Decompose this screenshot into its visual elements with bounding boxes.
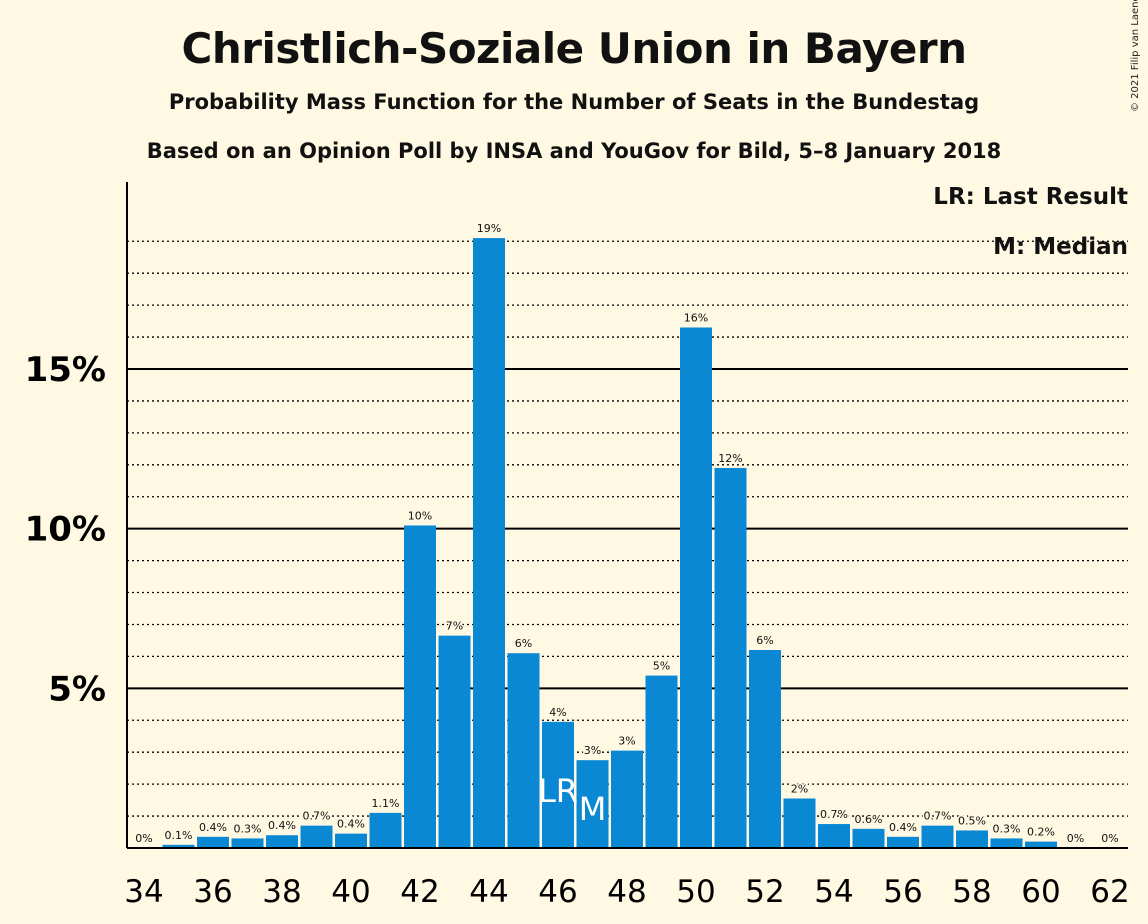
- bar: [921, 825, 954, 848]
- chart-subtitle: Probability Mass Function for the Number…: [168, 90, 980, 114]
- bar-data-label: 0.7%: [820, 808, 848, 821]
- x-tick-label: 36: [193, 874, 232, 910]
- bar-data-label: 3%: [618, 735, 635, 748]
- chart-source-line: Based on an Opinion Poll by INSA and You…: [146, 139, 1002, 163]
- bar-data-label: 6%: [756, 634, 773, 647]
- bar: [507, 653, 540, 848]
- bar-data-label: 10%: [408, 509, 432, 522]
- bar: [818, 824, 850, 848]
- x-tick-label: 40: [331, 874, 370, 910]
- bar-data-label: 7%: [446, 620, 463, 633]
- bar-data-label: 0.4%: [199, 821, 227, 834]
- y-tick-label: 15%: [25, 350, 106, 390]
- x-tick-label: 34: [124, 874, 163, 910]
- legend-median: M: Median: [993, 234, 1128, 260]
- bar-data-label: 0.4%: [889, 821, 917, 834]
- bar-data-label: 12%: [718, 452, 742, 465]
- bar: [266, 835, 298, 848]
- bar: [852, 828, 885, 848]
- bar: [300, 825, 333, 848]
- bar-data-label: 3%: [584, 744, 601, 757]
- median-marker: M: [579, 790, 607, 828]
- bar: [404, 525, 436, 848]
- bar-data-label: 0.3%: [993, 822, 1021, 835]
- bar-data-label: 16%: [684, 311, 708, 324]
- bar: [438, 635, 471, 848]
- x-tick-label: 50: [676, 874, 715, 910]
- bar-data-label: 2%: [791, 783, 808, 796]
- legend-last-result: LR: Last Result: [933, 184, 1128, 210]
- x-tick-label: 48: [607, 874, 646, 910]
- bar-data-label: 4%: [549, 706, 566, 719]
- bar: [473, 238, 505, 848]
- bar: [645, 675, 678, 848]
- bar: [990, 838, 1023, 848]
- bar: [542, 721, 574, 848]
- x-tick-label: 46: [538, 874, 577, 910]
- bar-data-label: 0.4%: [268, 819, 296, 832]
- bar: [231, 838, 264, 848]
- bar: [680, 327, 712, 848]
- bar-data-label: 1.1%: [372, 797, 400, 810]
- x-tick-label: 60: [1021, 874, 1060, 910]
- bar-data-label: 0%: [1067, 832, 1084, 845]
- bar-data-label: 5%: [653, 660, 670, 673]
- last-result-marker: LR: [538, 772, 578, 810]
- bar-data-label: 0.2%: [1027, 826, 1055, 839]
- bar: [162, 844, 195, 848]
- bar: [197, 836, 229, 848]
- bar: [783, 798, 816, 848]
- bar: [335, 833, 367, 848]
- bar-data-label: 0.6%: [855, 813, 883, 826]
- x-tick-label: 62: [1090, 874, 1129, 910]
- bar-data-label: 19%: [477, 222, 501, 235]
- bar-data-label: 0%: [135, 832, 152, 845]
- bar: [611, 750, 643, 848]
- bar-data-label: 0.7%: [924, 810, 952, 823]
- bar-data-label: 0.1%: [165, 829, 193, 842]
- bar-data-label: 6%: [515, 637, 532, 650]
- y-tick-label: 10%: [25, 510, 106, 550]
- bar: [956, 830, 988, 848]
- bar: [1025, 841, 1057, 848]
- x-tick-label: 58: [952, 874, 991, 910]
- bar-data-label: 0.7%: [303, 810, 331, 823]
- bar: [369, 812, 402, 848]
- x-tick-label: 42: [400, 874, 439, 910]
- bar-data-label: 0%: [1101, 832, 1118, 845]
- y-tick-label: 5%: [48, 669, 106, 709]
- bar-data-label: 0.3%: [234, 822, 262, 835]
- bar: [714, 467, 747, 848]
- x-tick-label: 52: [745, 874, 784, 910]
- chart-title: Christlich-Soziale Union in Bayern: [181, 24, 967, 73]
- x-tick-label: 54: [814, 874, 853, 910]
- bar: [887, 836, 919, 848]
- bar: [576, 760, 609, 848]
- x-tick-label: 44: [469, 874, 508, 910]
- bar-data-label: 0.4%: [337, 818, 365, 831]
- bar: [749, 650, 781, 848]
- x-tick-label: 56: [883, 874, 922, 910]
- bar-data-label: 0.5%: [958, 814, 986, 827]
- x-tick-label: 38: [262, 874, 301, 910]
